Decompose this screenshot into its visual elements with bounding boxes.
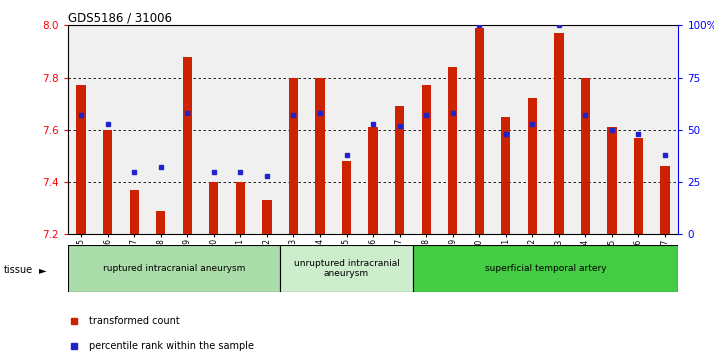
Bar bbox=[68, 245, 280, 292]
Bar bbox=[395, 106, 404, 234]
Text: unruptured intracranial
aneurysm: unruptured intracranial aneurysm bbox=[293, 259, 399, 278]
Bar bbox=[316, 78, 325, 234]
Bar bbox=[554, 33, 563, 234]
Text: ruptured intracranial aneurysm: ruptured intracranial aneurysm bbox=[103, 264, 245, 273]
Bar bbox=[103, 130, 112, 234]
Bar bbox=[421, 85, 431, 234]
Bar bbox=[262, 200, 271, 234]
Bar bbox=[475, 28, 484, 234]
Text: GDS5186 / 31006: GDS5186 / 31006 bbox=[68, 11, 172, 24]
Text: transformed count: transformed count bbox=[89, 316, 180, 326]
Bar bbox=[660, 166, 670, 234]
Text: ►: ► bbox=[39, 265, 47, 276]
Bar bbox=[501, 117, 511, 234]
Bar bbox=[156, 211, 166, 234]
Bar bbox=[342, 161, 351, 234]
Bar bbox=[528, 98, 537, 234]
Bar bbox=[236, 182, 245, 234]
Bar bbox=[413, 245, 678, 292]
Bar bbox=[288, 78, 298, 234]
Bar bbox=[448, 67, 458, 234]
Text: tissue: tissue bbox=[4, 265, 33, 276]
Bar bbox=[368, 127, 378, 234]
Bar bbox=[76, 85, 86, 234]
Bar bbox=[608, 127, 617, 234]
Bar bbox=[580, 78, 590, 234]
Bar bbox=[280, 245, 413, 292]
Bar bbox=[129, 190, 139, 234]
Bar bbox=[209, 182, 218, 234]
Text: percentile rank within the sample: percentile rank within the sample bbox=[89, 341, 254, 351]
Bar bbox=[634, 138, 643, 234]
Text: superficial temporal artery: superficial temporal artery bbox=[485, 264, 606, 273]
Bar bbox=[183, 57, 192, 234]
